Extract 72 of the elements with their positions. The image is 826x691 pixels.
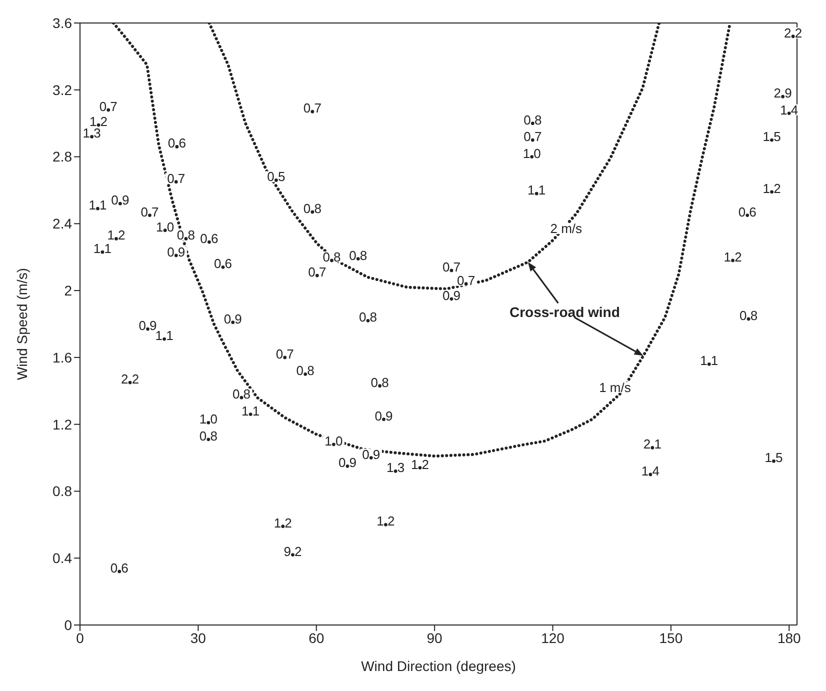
y-tick-label: 2.8 [52, 148, 72, 165]
x-tick-label: 0 [76, 630, 84, 646]
annotation: 0.7 [524, 129, 542, 144]
annotation: 2.1 [643, 436, 662, 452]
annotation: 0.9 [138, 318, 157, 334]
annotation: Cross-road wind [509, 304, 620, 320]
annotation: 1.1 [242, 403, 260, 418]
y-tick-label: 0.4 [52, 550, 72, 566]
annotation: 1.2 [274, 515, 292, 530]
annotation: 0.8 [524, 112, 542, 128]
annotation: 1.1 [528, 182, 546, 198]
y-tick-label: 1.2 [52, 416, 72, 432]
y-tick-label: 1.6 [52, 349, 72, 366]
y-tick-label: 0.8 [52, 483, 72, 500]
annotation: 1.5 [762, 129, 781, 144]
annotation: 0.8 [370, 374, 389, 390]
annotation: 0.7 [442, 259, 461, 274]
y-tick-label: 2.4 [52, 216, 72, 232]
annotation: 0.8 [349, 248, 368, 263]
annotation: 1.0 [522, 146, 541, 161]
annotation: 0.8 [740, 308, 758, 323]
annotation: 1.0 [156, 219, 174, 234]
annotation: 1.4 [780, 102, 798, 118]
x-tick-label: 30 [190, 630, 206, 646]
annotation: 0.8 [296, 363, 314, 378]
annotation: 0.7 [303, 100, 322, 116]
annotation: 0.5 [267, 169, 286, 184]
annotation: 0.6 [200, 231, 218, 246]
annotation: 0.8 [358, 310, 378, 325]
x-tick-label: 90 [426, 630, 443, 646]
y-tick-label: 3.2 [52, 82, 72, 98]
x-tick-label: 180 [777, 630, 802, 646]
annotation: 0.8 [199, 428, 218, 444]
annotation: 0.8 [232, 386, 251, 402]
annotation: 0.7 [167, 170, 186, 186]
annotation: 1 m/s [599, 380, 632, 395]
annotation: 0.6 [168, 136, 186, 151]
y-tick-label: 3.6 [52, 14, 72, 31]
annotation: 2.2 [784, 25, 802, 40]
annotation: 0.9 [442, 288, 461, 303]
annotation: 1.3 [386, 460, 405, 476]
annotation: 0.8 [303, 200, 322, 216]
y-tick-label: 0 [64, 616, 72, 633]
annotation: 0.9 [224, 311, 242, 326]
annotation: 0.9 [374, 408, 393, 424]
annotation: 1.0 [199, 412, 218, 427]
annotation: 2 m/s [550, 221, 583, 236]
annotation: 0.9 [167, 244, 186, 260]
annotation: 1.0 [324, 433, 343, 448]
annotation: 2.9 [774, 86, 792, 101]
annotation: 0.6 [738, 204, 756, 220]
annotation: 0.8 [322, 249, 341, 264]
annotation: 0.9 [362, 446, 380, 462]
annotation: 2.2 [120, 372, 140, 387]
y-tick-label: 2 [64, 282, 72, 299]
annotation: 1.5 [764, 450, 783, 466]
annotation: 0.6 [110, 560, 128, 576]
x-axis-title: Wind Direction (degrees) [361, 658, 516, 674]
annotation: 0.7 [457, 272, 476, 288]
annotation: 1.1 [93, 241, 112, 256]
x-tick-label: 60 [308, 630, 324, 646]
y-axis-title: Wind Speed (m/s) [14, 268, 30, 380]
x-tick-label: 120 [541, 630, 565, 646]
annotation: 1.4 [641, 464, 660, 478]
annotation: 0.7 [308, 264, 326, 280]
annotation: 0.9 [111, 192, 130, 208]
annotation: 0.6 [214, 256, 232, 272]
x-tick-label: 150 [659, 630, 683, 646]
annotation: 1.2 [410, 456, 430, 472]
annotation: 9.2 [284, 544, 302, 559]
annotation: 0.9 [338, 455, 357, 470]
annotation: 0.8 [176, 228, 196, 243]
